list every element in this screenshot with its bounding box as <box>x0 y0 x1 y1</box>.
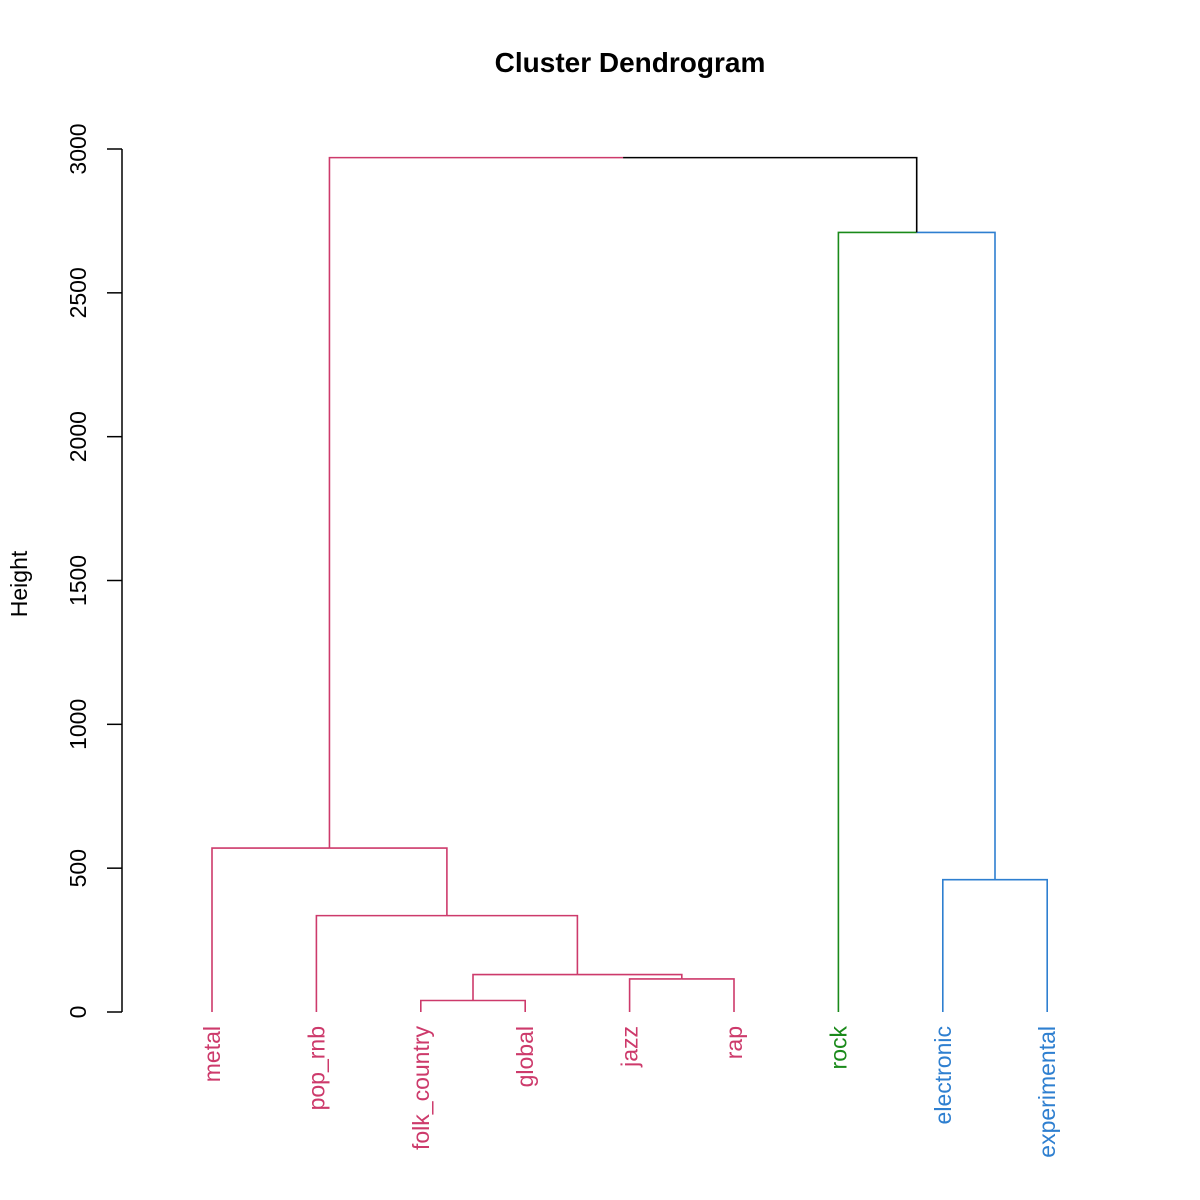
y-axis: 0 500 1000 1500 2000 2500 3000 <box>65 123 123 1019</box>
merge-4-left-branch <box>315 914 447 1012</box>
merge-6-left-branch <box>942 878 995 1012</box>
leaf-label-rock: rock <box>825 1026 851 1070</box>
merge-1-left-branch <box>420 999 473 1012</box>
leaf-label-folk_country: folk_country <box>408 1026 434 1151</box>
merge-7-left-branch <box>837 231 917 1012</box>
merge-2-right-branch <box>681 978 735 1012</box>
leaf-label-metal: metal <box>199 1026 225 1082</box>
merge-5-right-branch <box>329 847 448 916</box>
merge-3-left-branch <box>472 973 578 1001</box>
merge-3-right-branch <box>577 973 683 979</box>
merge-5-left-branch <box>211 847 330 1012</box>
merge-2-left-branch <box>628 978 682 1012</box>
leaf-label-jazz: jazz <box>617 1026 643 1068</box>
merge-7-right-branch <box>916 231 996 880</box>
leaf-label-global: global <box>512 1026 538 1087</box>
merge-8-left-branch <box>328 156 624 849</box>
leaf-label-experimental: experimental <box>1034 1026 1060 1158</box>
merge-4-right-branch <box>446 914 579 975</box>
y-tick-label: 1000 <box>65 699 91 750</box>
y-tick-label: 1500 <box>65 555 91 606</box>
chart-title: Cluster Dendrogram <box>495 47 766 78</box>
dendrogram-branches <box>211 156 1048 1012</box>
y-axis-label: Height <box>6 550 32 617</box>
y-tick-label: 3000 <box>65 123 91 174</box>
merge-1-right-branch <box>473 999 526 1012</box>
y-tick-label: 2000 <box>65 411 91 462</box>
y-tick-label: 0 <box>65 1006 91 1019</box>
y-tick-label: 500 <box>65 849 91 887</box>
leaf-label-electronic: electronic <box>930 1026 956 1124</box>
leaf-label-rap: rap <box>721 1026 747 1059</box>
y-tick-label: 2500 <box>65 267 91 318</box>
merge-6-right-branch <box>995 878 1048 1012</box>
leaf-labels: metal pop_rnb folk_country global jazz rap roc… <box>199 1026 1060 1158</box>
merge-8-right-branch <box>623 156 918 233</box>
leaf-label-pop_rnb: pop_rnb <box>303 1026 329 1110</box>
